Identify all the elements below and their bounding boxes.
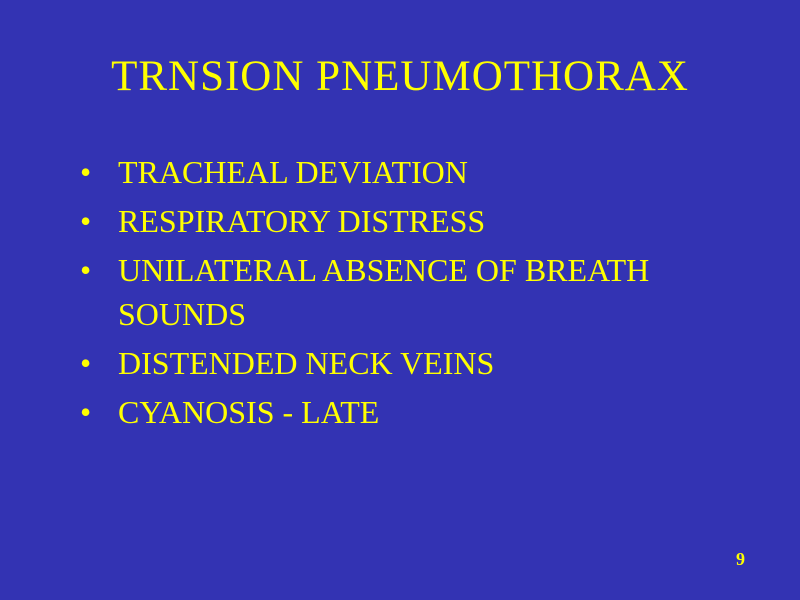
slide-container: TRNSION PNEUMOTHORAX TRACHEAL DEVIATION … — [0, 0, 800, 600]
page-number: 9 — [736, 549, 745, 570]
list-item: DISTENDED NECK VEINS — [80, 342, 750, 385]
bullet-list: TRACHEAL DEVIATION RESPIRATORY DISTRESS … — [50, 151, 750, 434]
list-item: TRACHEAL DEVIATION — [80, 151, 750, 194]
list-item: CYANOSIS - LATE — [80, 391, 750, 434]
slide-title: TRNSION PNEUMOTHORAX — [50, 52, 750, 101]
list-item: UNILATERAL ABSENCE OF BREATH SOUNDS — [80, 249, 750, 335]
list-item: RESPIRATORY DISTRESS — [80, 200, 750, 243]
